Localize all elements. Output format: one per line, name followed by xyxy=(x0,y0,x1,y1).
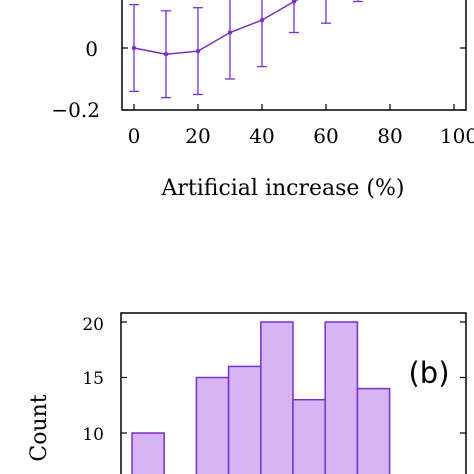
error-bar-3 xyxy=(225,0,235,80)
tick-marks-b xyxy=(121,321,466,434)
histogram-bar-7 xyxy=(356,387,391,474)
histogram-bar-4 xyxy=(260,321,294,474)
xtick-label-20: 20 xyxy=(185,124,210,148)
tick-marks xyxy=(122,47,466,111)
x-axis-label: Artificial increase (%) xyxy=(160,176,404,201)
data-markers xyxy=(131,0,297,57)
axes-frame-b xyxy=(120,312,467,474)
error-bar-4 xyxy=(257,0,267,68)
ytick-label-15: 15 xyxy=(82,369,104,389)
data-point-5 xyxy=(291,0,297,4)
xtick-label-40: 40 xyxy=(249,124,274,148)
ytick-label-0: 0 xyxy=(85,37,98,61)
data-point-2 xyxy=(195,48,201,54)
error-bar-5 xyxy=(289,0,299,34)
data-point-4 xyxy=(259,17,265,23)
error-bar-7 xyxy=(353,0,363,3)
data-point-0 xyxy=(131,45,137,51)
xtick-label-100: 100 xyxy=(440,124,474,148)
axes-frame xyxy=(121,0,467,111)
xtick-label-80: 80 xyxy=(377,124,402,148)
ylabel-fragment: M xyxy=(0,0,29,14)
error-bar-6 xyxy=(321,0,331,24)
ytick-label-neg0.2: −0.2 xyxy=(51,98,100,122)
line-chart-panel: M 0 −0.2 0 20 40 60 80 100 Artificial in… xyxy=(0,0,474,201)
histogram-bars xyxy=(131,321,391,474)
data-point-3 xyxy=(227,30,233,35)
ytick-label-10: 10 xyxy=(82,425,104,445)
histogram-bar-6 xyxy=(324,321,359,474)
histogram-bar-0 xyxy=(131,432,165,474)
error-bars xyxy=(129,0,363,99)
histogram-bar-5 xyxy=(292,398,326,474)
histogram-bar-3 xyxy=(227,365,262,474)
xtick-label-0: 0 xyxy=(128,124,141,148)
y-axis-label-count: Count xyxy=(27,394,52,461)
series-line xyxy=(133,0,299,55)
ytick-label-20: 20 xyxy=(82,315,104,335)
histogram-panel: 20 15 10 Count (b) xyxy=(27,312,467,474)
histogram-bar-2 xyxy=(195,376,230,474)
panel-label-b: (b) xyxy=(408,356,449,390)
data-point-1 xyxy=(163,52,169,57)
xtick-label-60: 60 xyxy=(313,124,338,148)
